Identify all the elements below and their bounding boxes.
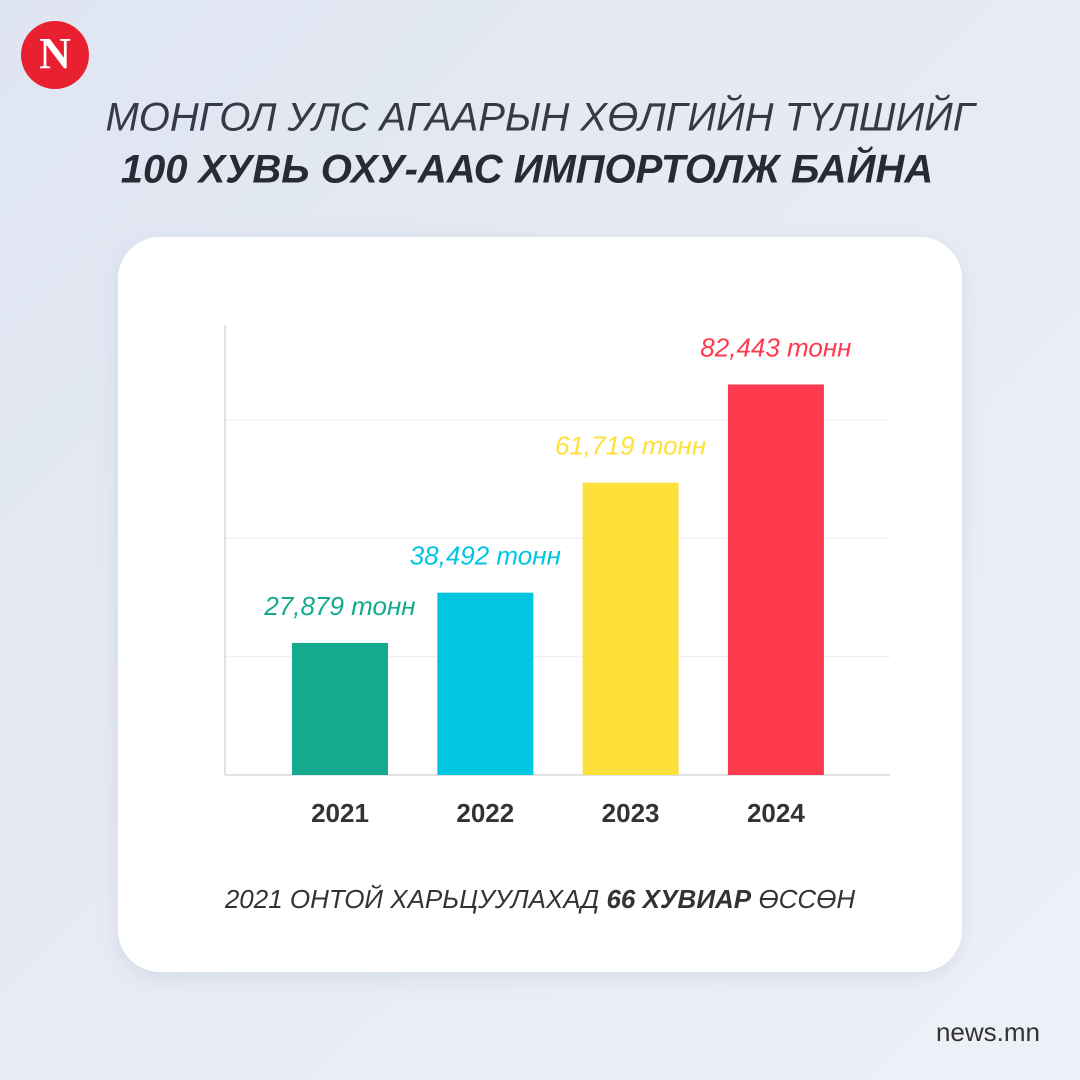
x-tick-label: 2023 (602, 798, 660, 828)
bar (437, 592, 534, 775)
plot: 27,879 тонн 2021 38,492 тонн 2022 61,719 тон… (224, 325, 890, 828)
value-label: 38,492 тонн (410, 541, 561, 571)
note-text: ӨССӨН (758, 884, 855, 914)
site: news.mn (936, 1017, 1040, 1047)
x-tick-label: 2021 (311, 798, 369, 828)
note-bold: 66 ХУВИАР (606, 884, 751, 914)
value-label: 27,879 тонн (263, 591, 415, 621)
bar (292, 642, 388, 775)
x-tick-label: 2024 (747, 798, 805, 828)
value-label: 82,443 тонн (700, 332, 851, 362)
logo: N (39, 29, 71, 78)
x-tick-label: 2022 (456, 798, 514, 828)
subtitle: 100 ХУВЬ ОХУ-ААС ИМПОРТОЛЖ БАЙНА (121, 145, 933, 192)
logo-circle (21, 21, 89, 89)
note: 2021 ОНТОЙ ХАРЬЦУУЛАХАД 66 ХУВИАР ӨССӨН (224, 884, 856, 914)
title: МОНГОЛ УЛС АГААРЫН ХӨЛГИЙН ТҮЛШИЙГ (105, 94, 977, 140)
bar (727, 384, 824, 775)
value-label: 61,719 тонн (555, 431, 706, 461)
note-text: 2021 ОНТОЙ ХАРЬЦУУЛАХАД (224, 884, 599, 914)
bar (582, 482, 679, 775)
